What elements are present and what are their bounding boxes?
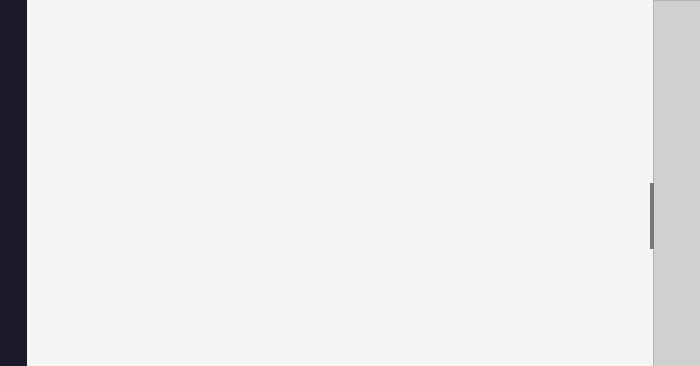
Text: /: / [46,58,49,67]
Text: C: C [669,80,675,89]
Text: Add curved arrow(s) to draw step 4 of the mechanism. Modify the given drawing of: Add curved arrow(s) to draw step 4 of th… [52,9,626,19]
Text: CH₃: CH₃ [646,229,664,239]
Text: ±⇌: ±⇌ [40,255,55,264]
Text: ↙: ↙ [44,277,51,286]
Text: H: H [210,219,217,228]
Text: Cl: Cl [668,212,676,220]
Text: ±→: ±→ [40,234,55,242]
Text: HO: HO [512,214,528,224]
Text: CH₃: CH₃ [619,184,637,195]
Text: Insel: Insel [664,38,680,43]
Text: H: H [206,244,212,253]
Text: O: O [170,194,177,205]
Text: ∥: ∥ [46,80,50,89]
Text: H: H [668,58,676,67]
Text: +: + [44,190,51,198]
Text: H₃C: H₃C [310,254,328,264]
Text: S: S [669,168,675,176]
Text: the intermediate that is formed in this step.: the intermediate that is formed in this … [52,20,272,30]
Text: /: / [46,146,49,154]
Text: H₃C: H₃C [71,228,89,238]
Text: F: F [669,190,675,198]
Text: N: N [668,102,676,111]
Text: + ◇ ↺ C × ☐☐ ⊗ ⊕ ⊖ ○ ?: + ◇ ↺ C × ☐☐ ⊗ ⊕ ⊖ ○ ? [50,39,148,48]
Text: HO: HO [306,212,322,222]
Text: I: I [671,255,673,264]
Text: O: O [388,206,395,216]
Text: P: P [669,146,675,154]
Text: H₃C: H₃C [507,254,525,264]
Text: O: O [587,206,595,216]
Text: O: O [668,124,676,132]
Text: CH₃: CH₃ [368,279,386,289]
Text: ↗: ↗ [44,299,51,308]
Text: ▷: ▷ [615,257,624,267]
Text: zH: zH [42,168,53,176]
Text: Br: Br [667,234,677,242]
Text: CH₃: CH₃ [443,229,461,239]
Text: CH₃: CH₃ [564,279,582,289]
Text: −: − [44,212,51,220]
Text: +: + [255,220,268,234]
Text: ◄: ◄ [44,124,51,132]
Text: CH₃: CH₃ [413,184,431,195]
Text: [⊟]: [⊟] [664,325,677,334]
Text: ≡: ≡ [44,102,51,111]
